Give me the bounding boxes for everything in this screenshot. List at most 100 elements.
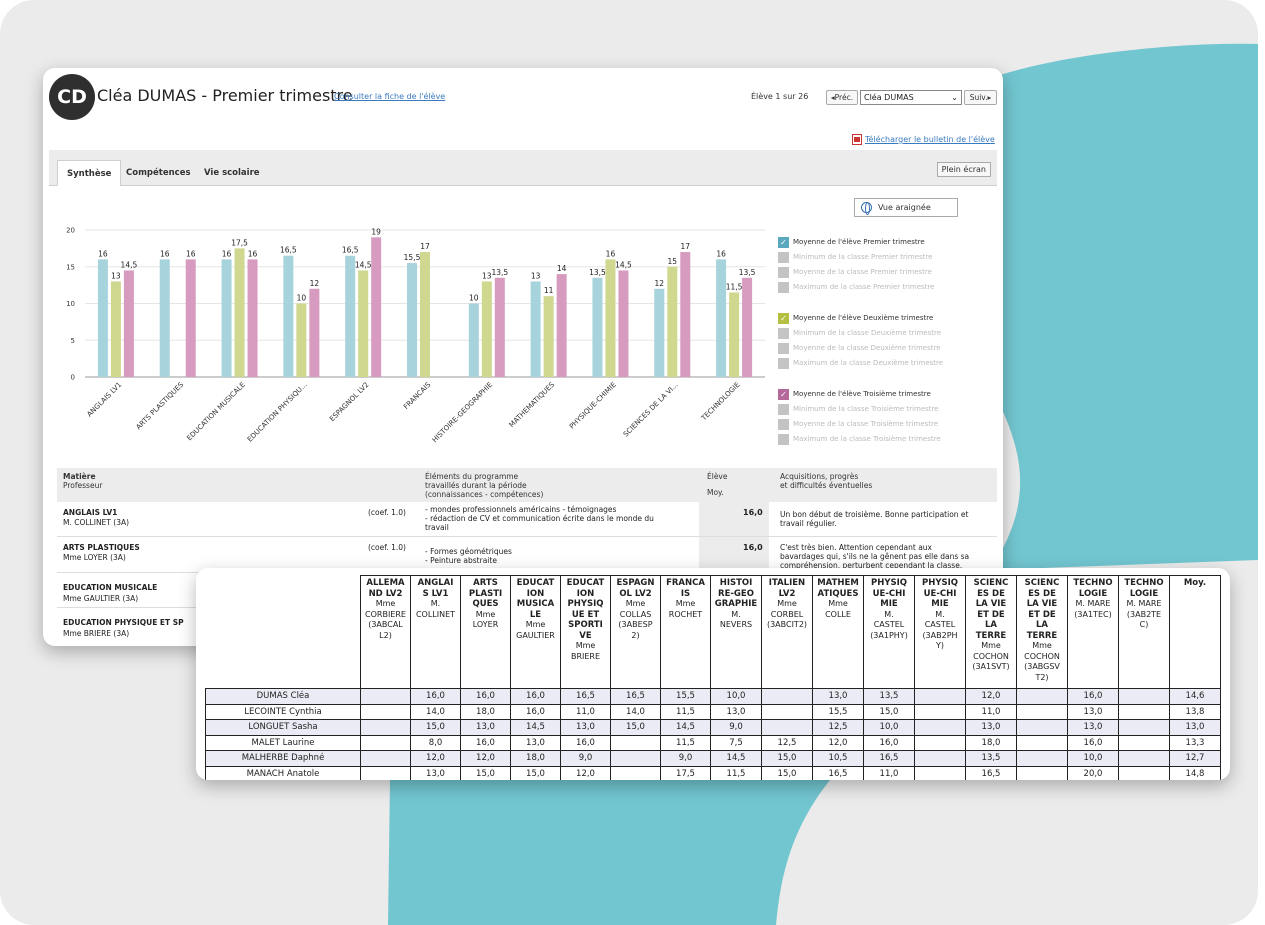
column-teacher: Mme — [462, 610, 509, 621]
column-teacher: Mme — [362, 599, 409, 610]
column-header[interactable]: HISTOI RE-GEO GRAPHIE M. NEVERS — [711, 576, 762, 689]
row-comment: travail régulier. — [780, 519, 837, 529]
legend-label: Moyenne de l'élève Deuxième trimestre — [793, 314, 933, 322]
checkbox-icon[interactable] — [778, 282, 789, 293]
checkbox-icon[interactable] — [778, 252, 789, 263]
column-title: MIE — [916, 599, 964, 610]
checkbox-icon[interactable] — [778, 419, 789, 430]
legend-item[interactable]: Minimum de la classe Premier trimestre — [778, 251, 932, 263]
student-name-cell: DUMAS Cléa — [206, 689, 361, 705]
grade-cell — [361, 689, 411, 705]
legend-item[interactable]: Moyenne de la classe Premier trimestre — [778, 266, 932, 278]
grade-cell: 13,0 — [711, 704, 762, 720]
bar — [557, 274, 567, 377]
checkbox-icon[interactable] — [778, 267, 789, 278]
legend-label: Minimum de la classe Troisième trimestre — [793, 405, 939, 413]
grade-cell — [1119, 689, 1170, 705]
legend-item[interactable]: ✓ Moyenne de l'élève Deuxième trimestre — [778, 312, 933, 324]
column-header[interactable]: Moy. — [1170, 576, 1221, 689]
column-header[interactable]: TECHNO LOGIE M. MARE (3A1TEC) — [1068, 576, 1119, 689]
grade-cell: 10,0 — [864, 720, 915, 736]
grade-cell — [1017, 689, 1068, 705]
column-title: ION — [512, 589, 559, 600]
x-tick-label: EDUCATION PHYSIQU... — [246, 381, 309, 444]
bar — [248, 259, 258, 377]
column-header[interactable]: EDUCAT ION PHYSIQ UE ET SPORTI VE Mme BRIERE — [561, 576, 611, 689]
table-row[interactable]: DUMAS Cléa 16,0 16,0 16,0 16,5 16,5 15,5 10,0 13… — [206, 689, 1221, 705]
column-title: ES DE — [967, 589, 1015, 600]
data-label: 13,5 — [589, 268, 606, 277]
column-header[interactable]: SCIENC ES DE LA VIE ET DE LA TERRE Mme COCHON (3… — [966, 576, 1017, 689]
legend-item[interactable]: Minimum de la classe Deuxième trimestre — [778, 327, 941, 339]
table-row[interactable]: MALET Laurine 8,0 16,0 13,0 16,0 11,5 7,5 12,5 1… — [206, 735, 1221, 751]
grade-cell — [611, 735, 661, 751]
bar — [654, 289, 664, 377]
table-row[interactable]: MALHERBE Daphné 12,0 12,0 18,0 9,0 9,0 14,5 15,… — [206, 751, 1221, 767]
checkbox-icon[interactable] — [778, 343, 789, 354]
column-header[interactable]: SCIENC ES DE LA VIE ET DE LA TERRE Mme COCHON (3… — [1017, 576, 1068, 689]
checkbox-icon[interactable] — [778, 328, 789, 339]
data-label: 17 — [420, 242, 430, 251]
column-title: HISTOI — [712, 578, 760, 589]
column-title: LA VIE — [967, 599, 1015, 610]
column-teacher: M. — [916, 610, 964, 621]
column-header[interactable]: TECHNO LOGIE M. MARE (3AB2TE C) — [1119, 576, 1170, 689]
grade-cell — [1119, 720, 1170, 736]
header-elements-3: (connaissances - compétences) — [425, 490, 543, 499]
bar — [283, 256, 293, 377]
column-header[interactable]: ALLEMA ND LV2 Mme CORBIERE (3ABCAL L2) — [361, 576, 411, 689]
grade-cell: 16,5 — [611, 689, 661, 705]
grade-cell: 10,0 — [1068, 751, 1119, 767]
row-element: - Peinture abstraite — [425, 556, 497, 566]
checkbox-icon[interactable] — [778, 434, 789, 445]
bar — [531, 281, 541, 377]
column-header[interactable]: PHYSIQ UE-CHI MIE M. CASTEL (3AB2PH Y) — [915, 576, 966, 689]
row-subject: ANGLAIS LV1 — [63, 508, 117, 518]
grade-cell: 13,0 — [966, 720, 1017, 736]
legend-item[interactable]: Maximum de la classe Troisième trimestre — [778, 433, 941, 445]
column-header[interactable]: ITALIEN LV2 Mme CORBEL (3ABCIT2) — [762, 576, 813, 689]
checkbox-checked-icon[interactable]: ✓ — [778, 237, 789, 248]
legend-item[interactable]: Moyenne de la classe Troisième trimestre — [778, 418, 938, 430]
column-header[interactable]: PHYSIQ UE-CHI MIE M. CASTEL (3A1PHY) — [864, 576, 915, 689]
checkbox-icon[interactable] — [778, 358, 789, 369]
column-header[interactable]: ANGLAI S LV1 M. COLLINET — [411, 576, 461, 689]
legend-item[interactable]: Maximum de la classe Premier trimestre — [778, 281, 934, 293]
table-row[interactable]: MANACH Anatole 13,0 15,0 15,0 12,0 17,5 11,5 15… — [206, 766, 1221, 780]
grade-cell: 13,0 — [411, 766, 461, 780]
grade-cell — [762, 720, 813, 736]
column-teacher: NEVERS — [712, 620, 760, 631]
grade-cell — [361, 704, 411, 720]
bar — [345, 256, 355, 377]
table-row[interactable]: LECOINTE Cynthia 14,0 18,0 16,0 11,0 14,0 11,5… — [206, 704, 1221, 720]
checkbox-icon[interactable] — [778, 404, 789, 415]
legend-item[interactable]: Moyenne de la classe Deuxième trimestre — [778, 342, 941, 354]
x-tick-label: TECHNOLOGIE — [699, 381, 741, 423]
checkbox-checked-icon[interactable]: ✓ — [778, 389, 789, 400]
column-header[interactable]: EDUCAT ION MUSICA LE Mme GAULTIER — [511, 576, 561, 689]
column-title: MUSICA — [512, 599, 559, 610]
legend-item[interactable]: Minimum de la classe Troisième trimestre — [778, 403, 939, 415]
column-title: MIE — [865, 599, 913, 610]
header-matiere: Matière — [63, 472, 96, 481]
grade-cell — [1017, 766, 1068, 780]
legend-item[interactable]: Maximum de la classe Deuxième trimestre — [778, 357, 943, 369]
student-name-cell: LONGUET Sasha — [206, 720, 361, 736]
column-header[interactable]: ARTS PLASTI QUES Mme LOYER — [461, 576, 511, 689]
grade-cell: 16,0 — [461, 735, 511, 751]
legend-item[interactable]: ✓ Moyenne de l'élève Premier trimestre — [778, 236, 925, 248]
data-label: 16 — [248, 249, 258, 258]
column-teacher: Mme — [562, 641, 609, 652]
grade-cell: 11,0 — [966, 704, 1017, 720]
column-header[interactable]: ESPAGN OL LV2 Mme COLLAS (3ABESP 2) — [611, 576, 661, 689]
column-header[interactable]: MATHEM ATIQUES Mme COLLE — [813, 576, 864, 689]
legend-item[interactable]: ✓ Moyenne de l'élève Troisième trimestre — [778, 388, 931, 400]
legend-label: Moyenne de l'élève Troisième trimestre — [793, 390, 931, 398]
column-title: PHYSIQ — [865, 578, 913, 589]
column-teacher: (3AB2PH — [916, 631, 964, 642]
x-tick-label: ANGLAIS LV1 — [86, 381, 124, 419]
checkbox-checked-icon[interactable]: ✓ — [778, 313, 789, 324]
column-header[interactable]: FRANCA IS Mme ROCHET — [661, 576, 711, 689]
header-elements-1: Éléments du programme — [425, 472, 518, 481]
table-row[interactable]: LONGUET Sasha 15,0 13,0 14,5 13,0 15,0 14,5 9,0… — [206, 720, 1221, 736]
